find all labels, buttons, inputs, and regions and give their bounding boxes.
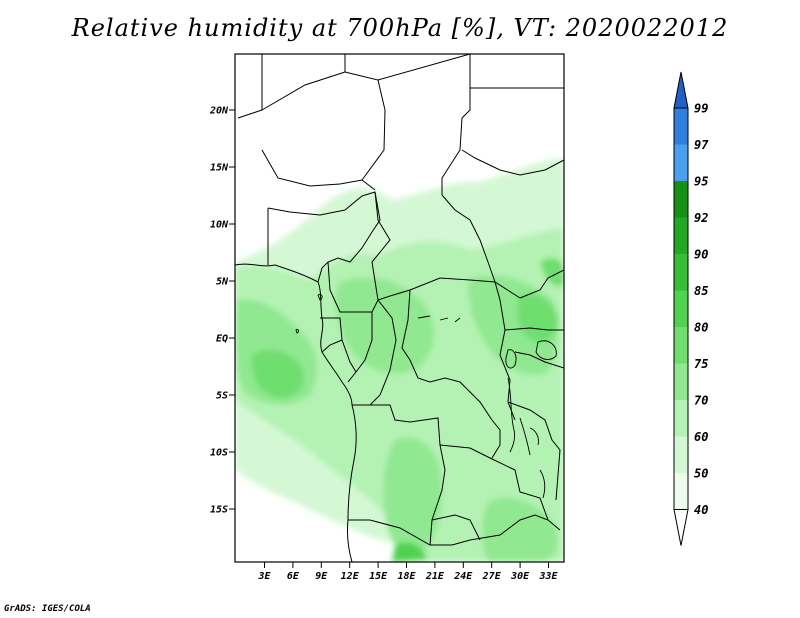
colorbar-label: 95 bbox=[694, 175, 708, 189]
colorbar-segment bbox=[674, 400, 688, 437]
colorbar-label: 90 bbox=[694, 248, 708, 262]
lat-tick-label: 20N bbox=[209, 106, 229, 117]
humidity-shading bbox=[235, 54, 564, 562]
colorbar-segment bbox=[674, 327, 688, 364]
colorbar-top-arrow bbox=[673, 71, 689, 109]
colorbar-label: 80 bbox=[694, 321, 708, 335]
lon-tick-label: 6E bbox=[287, 571, 300, 582]
country-borders bbox=[235, 54, 564, 562]
colorbar-segment bbox=[674, 181, 688, 218]
colorbar-segment bbox=[674, 144, 688, 181]
lat-tick-label: 15S bbox=[210, 505, 228, 516]
colorbar-segment bbox=[674, 363, 688, 400]
lat-tick-label: 10N bbox=[210, 220, 229, 231]
lat-tick-label: 10S bbox=[210, 448, 228, 459]
lon-tick-label: 18E bbox=[397, 571, 416, 582]
lon-tick-label: 30E bbox=[510, 571, 530, 582]
colorbar-bottom-arrow bbox=[673, 509, 689, 546]
lon-tick-label: 33E bbox=[538, 571, 558, 582]
lon-tick-label: 15E bbox=[369, 571, 388, 582]
lat-tick-label: 5S bbox=[216, 391, 228, 402]
colorbar-label: 60 bbox=[694, 430, 708, 444]
colorbar-label: 70 bbox=[694, 394, 708, 408]
colorbar-segment bbox=[674, 108, 688, 145]
colorbar-label: 75 bbox=[694, 357, 708, 371]
colorbar-label: 97 bbox=[694, 138, 709, 152]
colorbar-label: 92 bbox=[694, 211, 708, 225]
lon-tick-label: 27E bbox=[482, 571, 502, 582]
colorbar-border bbox=[673, 107, 689, 510]
lon-tick-label: 3E bbox=[257, 571, 271, 582]
colorbar-label: 85 bbox=[694, 284, 708, 298]
latitude-axis: 20N 15N 10N 5N EQ 5S 10S 15S bbox=[209, 106, 235, 516]
lon-tick-label: 9E bbox=[315, 571, 328, 582]
grads-credit: GrADS: IGES/COLA bbox=[4, 604, 91, 614]
colorbar-label: 40 bbox=[694, 503, 708, 517]
colorbar-label: 99 bbox=[694, 102, 708, 116]
colorbar-label: 50 bbox=[694, 467, 708, 481]
colorbar-segment bbox=[674, 217, 688, 254]
lat-tick-label: 15N bbox=[210, 163, 229, 174]
longitude-axis: 3E 6E 9E 12E 15E 18E 21E 24E 27E 30E 33E bbox=[257, 562, 559, 582]
colorbar-segment bbox=[674, 254, 688, 291]
lon-tick-label: 12E bbox=[341, 571, 360, 582]
colorbar-segment bbox=[674, 290, 688, 327]
lat-tick-label: 5N bbox=[216, 277, 229, 288]
map-title: Relative humidity at 700hPa [%], VT: 202… bbox=[71, 14, 729, 42]
lat-tick-label: EQ bbox=[216, 334, 228, 345]
colorbar-segment bbox=[674, 473, 688, 510]
colorbar-segment bbox=[674, 436, 688, 473]
colorbar: 99 97 95 92 90 85 80 75 70 60 50 40 bbox=[673, 71, 709, 546]
lakes bbox=[295, 294, 557, 499]
map-frame bbox=[234, 53, 565, 563]
lon-tick-label: 24E bbox=[453, 571, 473, 582]
lon-tick-label: 21E bbox=[425, 571, 445, 582]
